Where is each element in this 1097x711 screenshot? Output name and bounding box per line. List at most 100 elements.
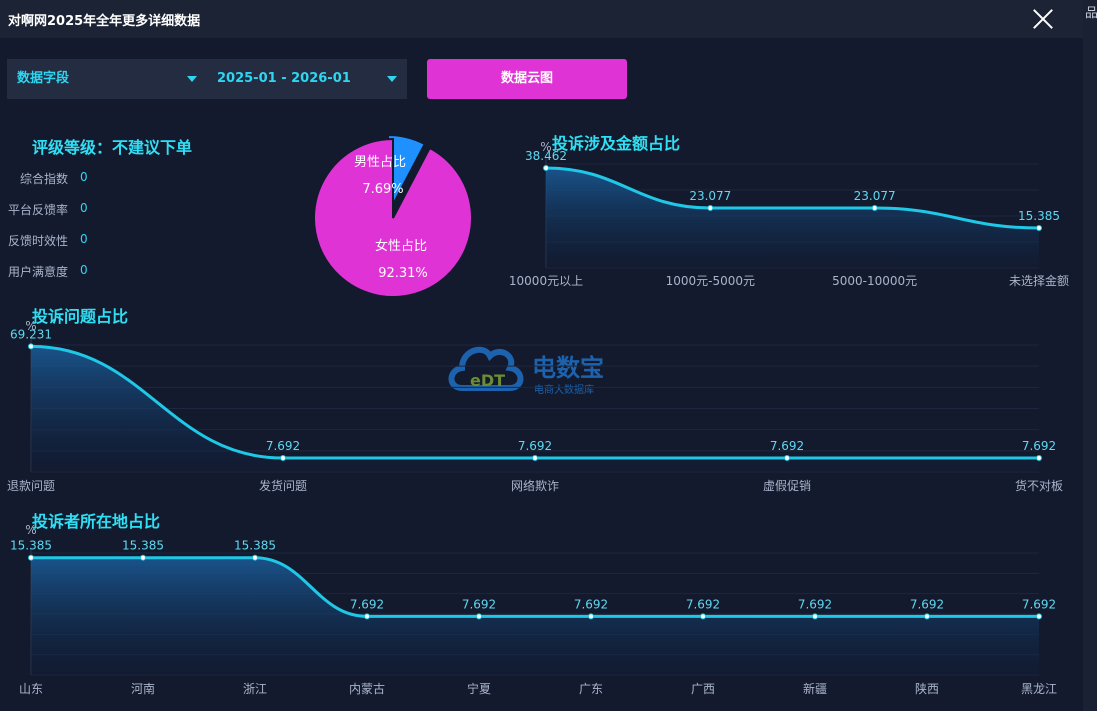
y-axis-unit: % [25, 319, 36, 333]
data-label: 7.692 [770, 439, 804, 453]
data-point[interactable] [252, 554, 258, 561]
data-label: 23.077 [854, 189, 896, 203]
data-point[interactable] [140, 554, 146, 561]
filter-bar: 数据字段 2025-01 - 2026-01 [7, 59, 407, 99]
metric-label: 综合指数 [19, 172, 68, 186]
pie-slice-value: 7.69% [362, 182, 403, 197]
data-point[interactable] [1036, 613, 1042, 620]
data-point[interactable] [28, 554, 34, 561]
date-range-label: 2025-01 - 2026-01 [217, 71, 351, 86]
data-point[interactable] [28, 343, 34, 350]
category-label: 内蒙古 [349, 681, 385, 696]
data-point[interactable] [812, 613, 818, 620]
data-cloud-button[interactable]: 数据云图 [427, 59, 627, 99]
series-line [30, 344, 1039, 460]
data-point[interactable] [476, 613, 482, 620]
data-point[interactable] [1036, 224, 1042, 231]
data-label: 15.385 [10, 539, 52, 553]
metric-label: 用户满意度 [7, 265, 68, 279]
field-select[interactable]: 数据字段 [17, 59, 205, 99]
metric-label: 平台反馈率 [7, 203, 68, 217]
gender-pie-chart: 男性占比 7.69% 女性占比 92.31% [313, 133, 473, 298]
rating-title: 评级等级：不建议下单 [32, 138, 193, 157]
data-point[interactable] [532, 455, 538, 462]
pie-slice[interactable] [313, 137, 473, 298]
metric-label: 反馈时效性 [7, 234, 68, 248]
modal-title: 对啊网2025年全年更多详细数据 [8, 14, 201, 29]
data-point[interactable] [871, 204, 878, 211]
category-label: 广西 [691, 682, 715, 696]
cloud-icon [448, 346, 524, 391]
category-label: 退款问题 [7, 479, 55, 493]
series-line [31, 556, 1039, 618]
category-label: 10000元以上 [509, 274, 583, 288]
metric-value: 0 [80, 170, 88, 184]
category-label: 宁夏 [467, 681, 491, 696]
y-axis-unit: % [25, 523, 36, 537]
data-label: 7.692 [1022, 597, 1056, 611]
data-label: 7.692 [266, 439, 300, 453]
data-point[interactable] [700, 613, 706, 620]
data-point[interactable] [280, 455, 286, 462]
data-point[interactable] [1036, 455, 1042, 462]
category-label: 新疆 [803, 681, 827, 696]
amount-area-chart: 38.462 10000元以上 23.077 1000元-5000元 23.077 500… [509, 134, 1069, 288]
category-label: 1000元-5000元 [666, 274, 755, 288]
data-label: 15.385 [122, 539, 164, 553]
data-point[interactable] [707, 204, 714, 211]
data-label: 69.231 [10, 327, 52, 341]
pie-slice-value: 92.31% [378, 266, 428, 281]
data-label: 7.692 [686, 597, 720, 611]
category-label: 浙江 [243, 682, 267, 696]
category-label: 虚假促销 [763, 479, 811, 493]
regions-area-chart: 15.385 山东 15.385 河南 15.385 浙江 7.692 内蒙古 7.692 宁夏 7… [10, 512, 1057, 696]
data-label: 7.692 [350, 597, 384, 611]
category-label: 陕西 [915, 681, 939, 696]
data-label: 38.462 [525, 149, 567, 163]
data-label: 15.385 [234, 539, 276, 553]
data-label: 7.692 [518, 439, 552, 453]
category-label: 发货问题 [259, 478, 307, 493]
data-label: 7.692 [798, 597, 832, 611]
chevron-down-icon[interactable] [187, 76, 197, 82]
category-label: 5000-10000元 [832, 274, 917, 288]
category-label: 河南 [131, 681, 155, 696]
series-line [545, 166, 1040, 230]
metric-value: 0 [80, 232, 88, 246]
background-page-edge [1083, 0, 1097, 711]
data-point[interactable] [924, 613, 930, 620]
watermark-name: 电数宝 [532, 354, 604, 382]
background-edge-text: 品 [1085, 6, 1097, 21]
date-range-select[interactable]: 2025-01 - 2026-01 [217, 59, 407, 99]
watermark-logo-text: eDT [470, 371, 505, 390]
chevron-down-icon[interactable] [387, 76, 397, 82]
data-label: 7.692 [910, 597, 944, 611]
data-point[interactable] [588, 613, 594, 620]
data-label: 15.385 [1018, 209, 1060, 223]
data-label: 7.692 [574, 597, 608, 611]
data-point[interactable] [364, 613, 370, 620]
data-point[interactable] [543, 164, 549, 171]
data-label: 7.692 [462, 597, 496, 611]
category-label: 货不对板 [1015, 478, 1063, 493]
pie-slice-label: 女性占比 [375, 238, 427, 254]
category-label: 山东 [19, 682, 43, 696]
chart-title: 投诉者所在地占比 [32, 512, 160, 531]
watermark-subtitle: 电商大数据库 [534, 383, 594, 396]
metric-value: 0 [80, 201, 88, 215]
category-label: 未选择金额 [1009, 273, 1069, 288]
category-label: 网络欺诈 [511, 478, 559, 493]
field-select-label: 数据字段 [17, 71, 70, 86]
chart-title: 投诉问题占比 [32, 307, 128, 326]
pie-slice[interactable] [387, 133, 427, 215]
data-label: 23.077 [689, 189, 731, 203]
modal-titlebar: 对啊网2025年全年更多详细数据 [0, 0, 1083, 38]
chart-title: 投诉涉及金额占比 [552, 134, 680, 153]
data-point[interactable] [784, 455, 790, 462]
category-label: 广东 [579, 682, 603, 696]
data-label: 7.692 [1022, 439, 1056, 453]
pie-slice-label: 男性占比 [354, 155, 406, 170]
area-fill [546, 167, 1039, 268]
issues-area-chart: 69.231 退款问题 7.692 发货问题 7.692 网络欺诈 7.692 虚假促销 7.6… [7, 307, 1063, 493]
